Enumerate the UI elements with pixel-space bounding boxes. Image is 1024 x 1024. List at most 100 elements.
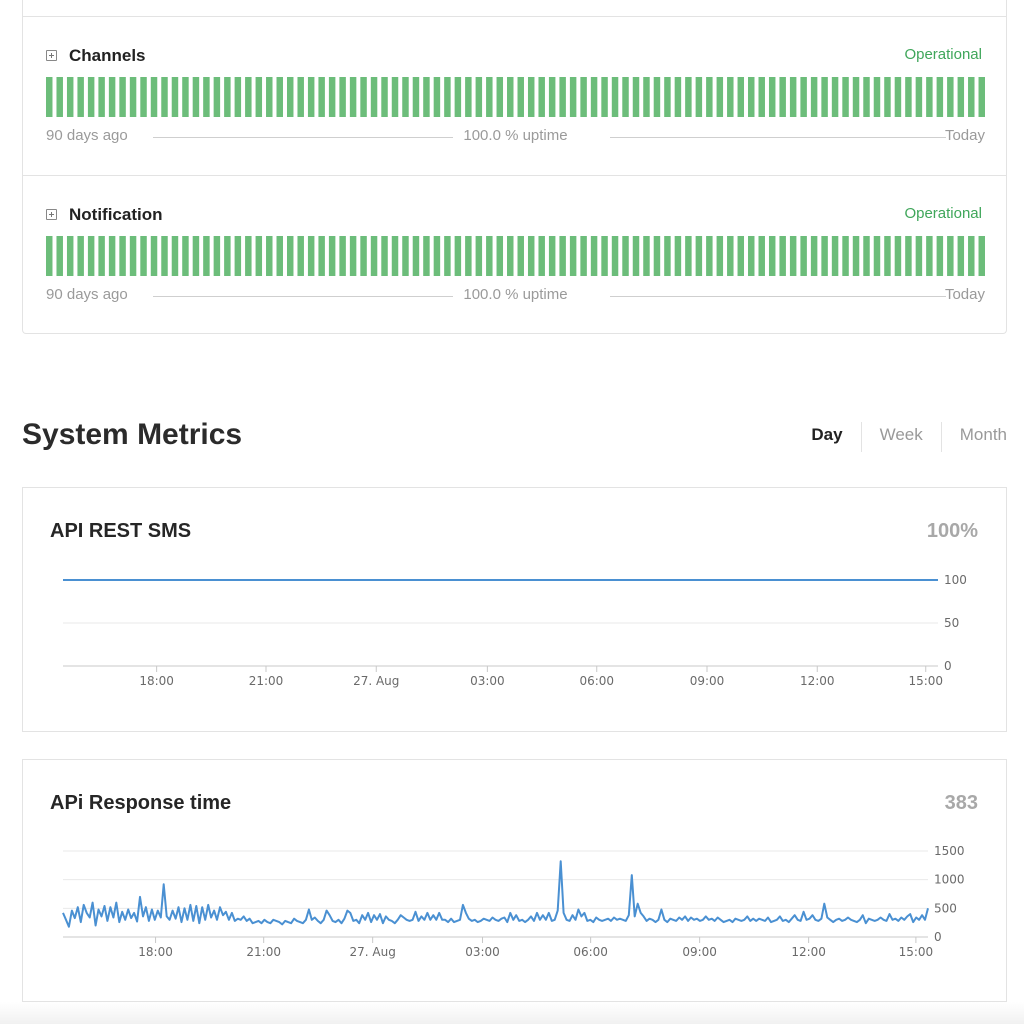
uptime-day-bar[interactable] <box>108 77 116 117</box>
uptime-day-bar[interactable] <box>381 77 388 117</box>
uptime-day-bar[interactable] <box>632 77 640 117</box>
uptime-day-bar[interactable] <box>203 77 210 117</box>
uptime-day-bar[interactable] <box>297 77 304 117</box>
uptime-day-bar[interactable] <box>391 77 399 117</box>
uptime-day-bar[interactable] <box>328 236 336 276</box>
uptime-day-bar[interactable] <box>926 77 933 117</box>
uptime-day-bar[interactable] <box>894 77 902 117</box>
uptime-day-bar[interactable] <box>978 236 985 276</box>
uptime-day-bar[interactable] <box>454 77 462 117</box>
uptime-day-bar[interactable] <box>77 236 84 276</box>
uptime-day-bar[interactable] <box>852 77 860 117</box>
uptime-day-bar[interactable] <box>821 77 828 117</box>
uptime-day-bar[interactable] <box>873 236 881 276</box>
uptime-day-bar[interactable] <box>569 77 577 117</box>
uptime-day-bar[interactable] <box>664 77 671 117</box>
uptime-day-bar[interactable] <box>465 236 472 276</box>
uptime-day-bar[interactable] <box>852 236 860 276</box>
uptime-day-bar[interactable] <box>507 77 514 117</box>
uptime-day-bar[interactable] <box>737 236 745 276</box>
uptime-day-bar[interactable] <box>234 236 242 276</box>
uptime-day-bar[interactable] <box>622 236 629 276</box>
uptime-day-bar[interactable] <box>622 77 629 117</box>
uptime-day-bar[interactable] <box>66 236 74 276</box>
tab-week[interactable]: Week <box>860 422 941 452</box>
uptime-day-bar[interactable] <box>391 236 399 276</box>
uptime-day-bar[interactable] <box>360 236 367 276</box>
uptime-day-bar[interactable] <box>810 236 818 276</box>
uptime-day-bar[interactable] <box>266 236 273 276</box>
uptime-day-bar[interactable] <box>601 77 608 117</box>
uptime-day-bar[interactable] <box>339 236 346 276</box>
uptime-day-bar[interactable] <box>842 236 849 276</box>
uptime-day-bar[interactable] <box>87 77 95 117</box>
tab-day[interactable]: Day <box>811 425 843 444</box>
uptime-day-bar[interactable] <box>129 77 137 117</box>
uptime-day-bar[interactable] <box>56 236 63 276</box>
uptime-day-bar[interactable] <box>768 236 776 276</box>
uptime-day-bar[interactable] <box>203 236 210 276</box>
uptime-day-bar[interactable] <box>245 77 252 117</box>
uptime-day-bar[interactable] <box>957 77 965 117</box>
uptime-day-bar[interactable] <box>968 77 975 117</box>
uptime-day-bar[interactable] <box>46 77 53 117</box>
uptime-day-bar[interactable] <box>213 236 221 276</box>
uptime-day-bar[interactable] <box>307 77 315 117</box>
uptime-day-bar[interactable] <box>800 236 807 276</box>
uptime-day-bar[interactable] <box>433 77 441 117</box>
uptime-day-bar[interactable] <box>590 77 598 117</box>
uptime-day-bar[interactable] <box>486 77 493 117</box>
uptime-day-bar[interactable] <box>98 77 105 117</box>
uptime-day-bar[interactable] <box>569 236 577 276</box>
uptime-day-bar[interactable] <box>349 77 357 117</box>
uptime-day-bar[interactable] <box>66 77 74 117</box>
uptime-day-bar[interactable] <box>884 236 891 276</box>
uptime-day-bar[interactable] <box>213 77 221 117</box>
uptime-day-bar[interactable] <box>140 236 147 276</box>
uptime-day-bar[interactable] <box>412 77 420 117</box>
uptime-day-bar[interactable] <box>98 236 105 276</box>
metric-chart[interactable]: 1500 1000 500 0 18:00 21:00 27. Aug 03:00 06:00 0… <box>23 760 1008 1003</box>
uptime-day-bar[interactable] <box>706 236 713 276</box>
uptime-day-bar[interactable] <box>653 77 661 117</box>
uptime-day-bar[interactable] <box>748 77 755 117</box>
uptime-day-bar[interactable] <box>475 77 483 117</box>
uptime-day-bar[interactable] <box>643 77 650 117</box>
uptime-day-bar[interactable] <box>653 236 661 276</box>
uptime-day-bar[interactable] <box>674 77 682 117</box>
uptime-day-bar[interactable] <box>182 77 189 117</box>
uptime-day-bar[interactable] <box>706 77 713 117</box>
uptime-day-bar[interactable] <box>884 77 891 117</box>
tab-month[interactable]: Month <box>940 422 1007 452</box>
uptime-day-bar[interactable] <box>339 77 346 117</box>
uptime-day-bar[interactable] <box>905 236 912 276</box>
uptime-day-bar[interactable] <box>863 77 870 117</box>
uptime-day-bar[interactable] <box>46 236 53 276</box>
uptime-day-bar[interactable] <box>632 236 640 276</box>
uptime-day-bar[interactable] <box>276 236 283 276</box>
uptime-day-bar[interactable] <box>643 236 650 276</box>
uptime-day-bar[interactable] <box>496 77 504 117</box>
uptime-day-bar[interactable] <box>402 236 409 276</box>
uptime-day-bar[interactable] <box>423 236 430 276</box>
uptime-day-bar[interactable] <box>936 77 944 117</box>
uptime-day-bar[interactable] <box>664 236 671 276</box>
uptime-day-bar[interactable] <box>716 77 724 117</box>
uptime-day-bar[interactable] <box>381 236 388 276</box>
uptime-day-bar[interactable] <box>444 236 451 276</box>
uptime-day-bar[interactable] <box>748 236 755 276</box>
uptime-day-bar[interactable] <box>349 236 357 276</box>
uptime-day-bar[interactable] <box>255 236 263 276</box>
uptime-day-bar[interactable] <box>789 236 797 276</box>
uptime-day-bar[interactable] <box>171 77 179 117</box>
expand-icon[interactable] <box>46 50 57 61</box>
uptime-day-bar[interactable] <box>245 236 252 276</box>
uptime-day-bar[interactable] <box>465 77 472 117</box>
uptime-day-bar[interactable] <box>433 236 441 276</box>
uptime-day-bar[interactable] <box>423 77 430 117</box>
uptime-day-bar[interactable] <box>286 236 294 276</box>
uptime-day-bar[interactable] <box>685 77 692 117</box>
uptime-day-bar[interactable] <box>475 236 483 276</box>
uptime-day-bar[interactable] <box>957 236 965 276</box>
uptime-day-bar[interactable] <box>517 236 524 276</box>
